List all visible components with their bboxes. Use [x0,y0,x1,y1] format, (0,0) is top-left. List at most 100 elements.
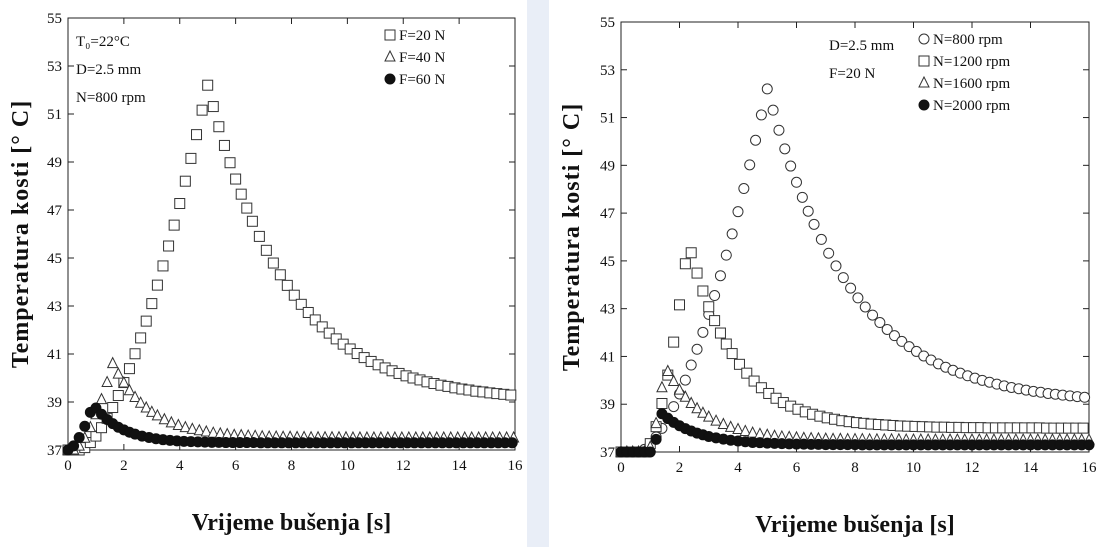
data-point-square [213,121,225,133]
data-point-square [157,260,169,272]
x-tick-label: 0 [64,458,72,474]
data-point-circle [685,359,697,371]
data-point-square [288,289,300,301]
data-point-triangle [656,380,668,393]
data-point-triangle [673,383,686,395]
legend-label: N=1600 rpm [933,76,1011,92]
data-point-triangle [106,356,119,369]
data-point-filled [1083,439,1095,451]
legend-item: N=800 rpm [918,32,1003,48]
data-point-filled [644,446,656,458]
data-point-triangle [691,401,703,414]
y-tick-label: 47 [47,203,63,219]
data-point-filled [79,420,91,432]
y-tick-label: 51 [600,111,615,127]
data-point-circle [808,218,820,230]
x-tick-label: 14 [1023,460,1039,476]
data-point-triangle [697,406,709,418]
data-point-circle [881,323,893,335]
series-0 [615,83,1091,458]
data-point-triangle [710,414,722,426]
data-point-square [679,258,691,270]
data-point-circle [697,326,709,338]
data-point-square [741,367,753,379]
y-tick-label: 47 [600,206,616,222]
data-point-circle [896,335,908,347]
x-tick-label: 2 [676,460,684,476]
x-axis-title: Vrijeme bušenja [s] [755,512,955,538]
data-point-triangle [193,423,206,436]
data-point-triangle [118,375,130,388]
data-point-triangle [134,396,147,408]
x-tick-label: 4 [734,460,742,476]
data-point-circle [802,205,814,217]
x-tick-label: 4 [176,458,184,474]
data-point-circle [755,109,767,121]
y-tick-label: 51 [47,107,62,123]
data-point-square [196,104,208,116]
x-tick-label: 8 [288,458,296,474]
data-point-triangle [732,422,744,435]
data-point-square [691,267,703,279]
legend-item: N=2000 rpm [918,98,1011,114]
data-point-square [281,279,293,291]
data-point-circle [767,104,779,116]
y-tick-label: 55 [600,15,615,31]
data-point-circle [668,401,680,413]
condition-annotation: T₀=22°C [76,34,130,50]
data-point-triangle [702,410,715,422]
x-tick-label: 12 [965,460,980,476]
legend-item: N=1600 rpm [918,75,1011,92]
data-point-circle [679,374,691,386]
chart-right-svg: 0 2 4 6 8 10 12 14 16 37 39 41 43 45 47 49 51 53 55 Tempera… [559,15,1097,538]
series-0 [62,79,517,456]
data-point-circle [823,247,835,259]
x-tick-label: 6 [793,460,801,476]
data-point-square [384,29,396,41]
y-tick-label: 37 [600,445,616,461]
data-point-square [316,321,328,333]
data-point-triangle [717,417,730,430]
condition-annotation: F=20 N [829,66,876,82]
data-point-square [697,285,709,297]
data-point-triangle [151,408,164,421]
y-tick-label: 41 [47,347,62,363]
data-point-square [674,299,685,311]
data-point-triangle [123,383,136,396]
data-point-filled [73,432,85,444]
data-point-circle [714,270,726,282]
data-point-circle [867,309,879,321]
y-tick-label: 49 [600,158,615,174]
data-point-square [733,358,745,370]
data-point-square [151,279,163,291]
series-1 [615,247,1089,458]
data-point-square [253,230,265,242]
data-point-square [656,398,668,410]
data-point-circle [918,33,930,45]
data-point-square [163,240,175,252]
data-point-square [140,315,152,327]
data-point-square [146,298,158,310]
data-point-square [505,389,517,401]
data-point-square [918,55,930,67]
y-tick-label: 39 [600,397,615,413]
x-tick-label: 16 [508,458,524,474]
x-tick-label: 12 [396,458,411,474]
data-point-filled [650,433,662,445]
data-point-square [112,390,124,402]
data-point-circle [773,124,785,136]
y-tick-label: 37 [47,443,63,459]
data-point-filled [918,99,930,111]
x-tick-label: 0 [617,460,625,476]
legend-label: F=40 N [399,50,446,66]
series-2 [62,402,518,456]
y-tick-label: 49 [47,155,62,171]
x-tick-label: 10 [340,458,355,474]
y-tick-label: 43 [47,299,62,315]
data-point-filled [68,440,80,452]
data-point-circle [815,233,827,245]
legend-item: F=20 N [384,28,446,44]
legend-label: F=20 N [399,28,446,44]
data-point-triangle [724,420,737,432]
y-tick-label: 45 [47,251,62,267]
